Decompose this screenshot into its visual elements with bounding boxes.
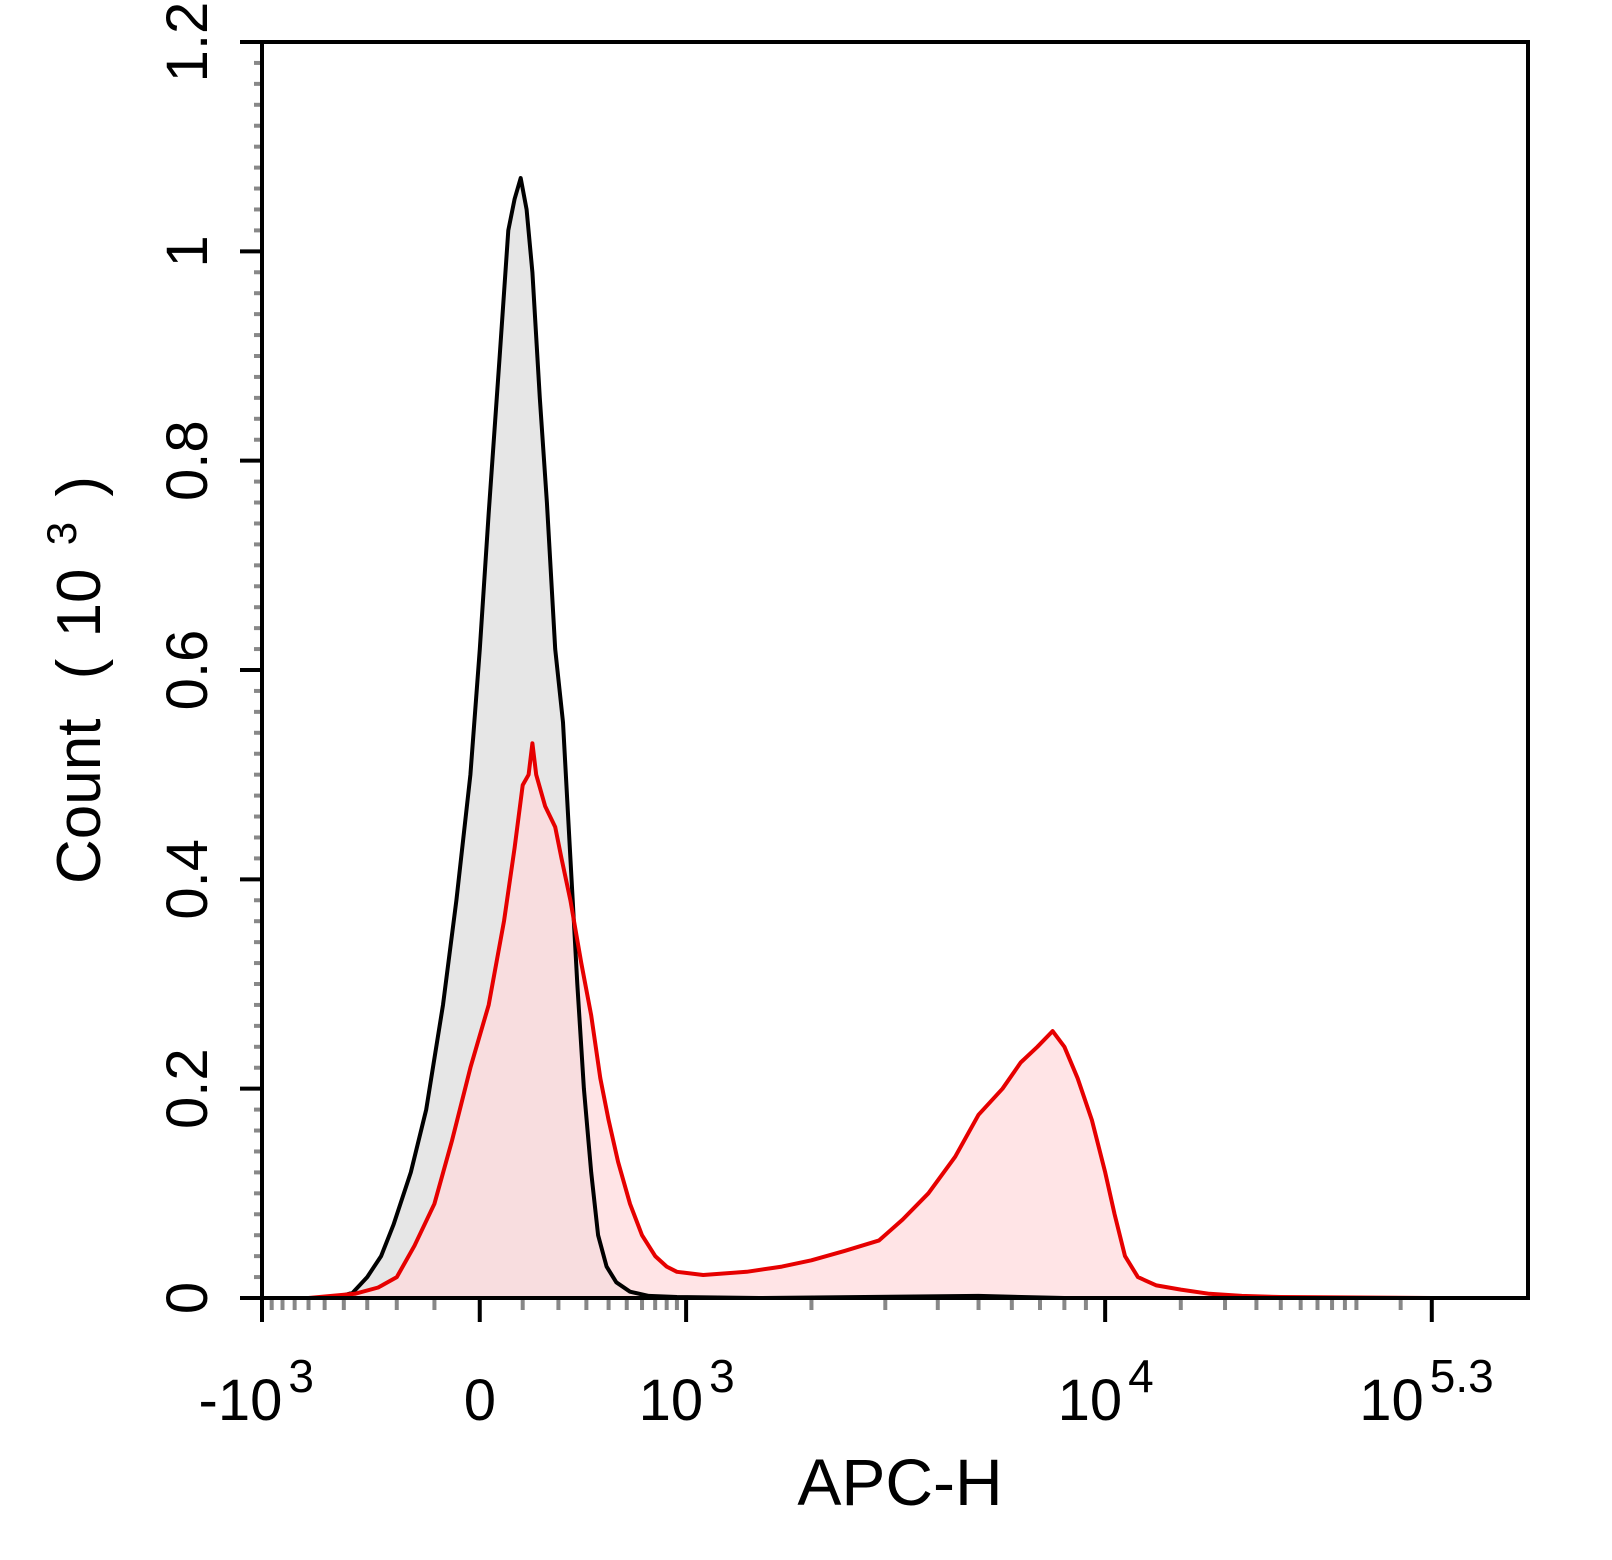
x-tick-base: 10 — [1359, 1368, 1424, 1433]
svg-text:Count ( 10 3: Count ( 10 3 ) — [21, 476, 114, 884]
x-tick-label: 0 — [464, 1368, 496, 1433]
y-tick-label: 0.4 — [155, 839, 220, 920]
y-tick-label: 0.2 — [155, 1048, 220, 1129]
y-axis-label-base: 10 — [45, 568, 114, 637]
x-tick-label: -10 3 — [199, 1350, 314, 1433]
y-tick-label: 0.8 — [155, 420, 220, 501]
x-tick-base: 10 — [1058, 1368, 1123, 1433]
x-tick-label: 10 3 — [639, 1350, 735, 1433]
y-axis: 0 0.2 0.4 0.6 0.8 1 1.2 — [155, 2, 262, 1314]
histogram-lines — [308, 176, 1432, 1300]
y-tick-label: 1.2 — [155, 2, 220, 83]
y-axis-label-exp: 3 — [38, 522, 85, 545]
x-tick-label: 10 4 — [1058, 1350, 1154, 1433]
histogram-line-1 — [333, 176, 1432, 1300]
y-axis-label-paren-open: ( — [45, 658, 114, 679]
x-tick-exp: 3 — [709, 1350, 735, 1402]
y-axis-label-paren-close: ) — [45, 476, 114, 497]
y-tick-label: 0.6 — [155, 630, 220, 711]
x-axis: -10 3 0 10 3 10 4 10 5.3 — [199, 1298, 1494, 1433]
y-tick-label: 0 — [155, 1282, 220, 1314]
y-axis-label-text: Count — [45, 719, 114, 884]
y-axis-label: Count ( 10 3 ) — [21, 476, 114, 884]
x-tick-base: 0 — [464, 1368, 496, 1433]
y-tick-label: 1 — [155, 235, 220, 267]
plot-frame — [260, 40, 1530, 1300]
histogram-line-2 — [308, 741, 1432, 1300]
x-tick-exp: 4 — [1128, 1350, 1154, 1402]
x-tick-exp: 5.3 — [1430, 1350, 1494, 1402]
histogram-fills — [308, 178, 1432, 1299]
x-tick-exp: 3 — [288, 1350, 314, 1402]
x-axis-label: APC-H — [797, 1445, 1002, 1519]
x-tick-base: 10 — [639, 1368, 704, 1433]
x-tick-base: -10 — [199, 1368, 283, 1433]
x-tick-label: 10 5.3 — [1359, 1350, 1493, 1433]
